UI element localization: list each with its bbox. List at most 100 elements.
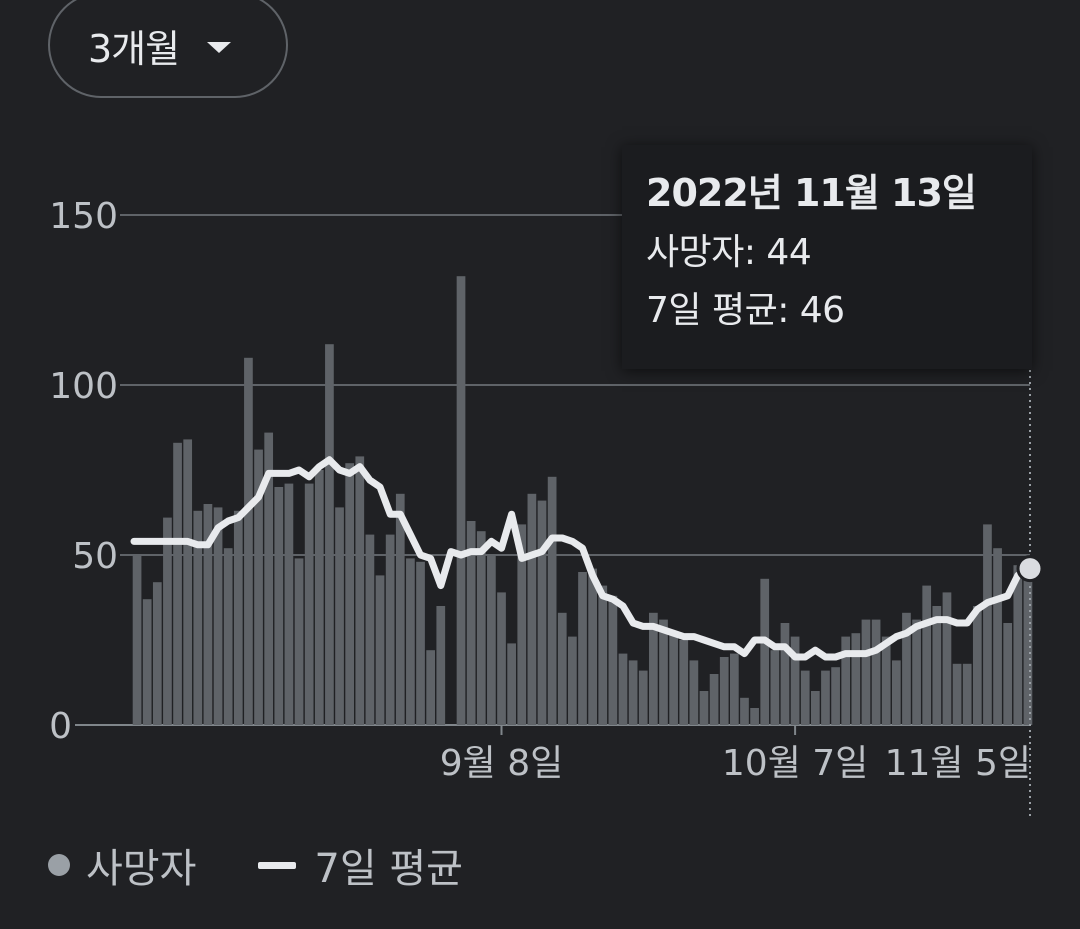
deaths-bar[interactable] [679,640,689,725]
deaths-bar[interactable] [244,357,253,725]
deaths-bar[interactable] [912,619,921,725]
deaths-bar[interactable] [598,585,608,725]
deaths-bar[interactable] [942,592,952,725]
deaths-bar[interactable] [719,657,729,725]
deaths-bar[interactable] [314,470,324,725]
deaths-bar[interactable] [568,636,577,725]
deaths-bar[interactable] [962,663,972,725]
dropdown-arrow-icon [207,41,232,53]
deaths-bar[interactable] [547,476,557,725]
highlight-point-marker [1016,555,1044,583]
deaths-bar[interactable] [557,612,567,725]
deaths-bar[interactable] [284,483,294,725]
average-legend-line-icon [258,861,297,869]
y-tick-label-150: 150 [49,196,118,237]
deaths-bar[interactable] [436,606,446,725]
axis-ticks [500,370,1031,820]
deaths-bar[interactable] [649,612,658,725]
deaths-bar[interactable] [659,619,668,725]
x-tick-label: 11월 5일 [885,743,1031,784]
deaths-bars[interactable] [132,276,1033,725]
deaths-bar[interactable] [790,636,800,725]
deaths-bar[interactable] [709,674,719,725]
deaths-bar[interactable] [1003,623,1013,725]
deaths-bar[interactable] [213,507,223,725]
deaths-bar[interactable] [628,660,638,725]
axis-labels: 0 50 100 150 9월 8일 10월 7일 11월 5일 [49,196,1031,784]
deaths-bar[interactable] [527,493,537,725]
deaths-bar[interactable] [932,606,942,725]
time-range-label: 3개월 [88,26,180,71]
deaths-bar[interactable] [851,633,861,725]
deaths-bar[interactable] [952,663,962,725]
deaths-bar[interactable] [881,636,891,725]
tooltip-average: 7일 평균: 46 [646,290,845,331]
deaths-bar[interactable] [699,691,709,725]
deaths-bar[interactable] [254,449,263,725]
deaths-bar[interactable] [578,572,587,725]
deaths-bar[interactable] [1013,565,1023,725]
deaths-bar[interactable] [983,524,992,725]
deaths-bar[interactable] [760,578,770,725]
deaths-bar[interactable] [537,500,547,725]
time-range-dropdown[interactable]: 3개월 [48,0,288,98]
deaths-bar[interactable] [203,504,213,725]
deaths-bar[interactable] [426,650,435,725]
deaths-bar[interactable] [497,592,506,725]
deaths-bar[interactable] [730,653,739,725]
deaths-bar[interactable] [800,670,810,725]
deaths-bar[interactable] [517,524,527,725]
deaths-bar[interactable] [395,493,405,725]
deaths-bar[interactable] [871,619,881,725]
deaths-bar[interactable] [466,521,476,725]
deaths-bar[interactable] [365,534,375,725]
deaths-bar[interactable] [922,585,932,725]
deaths-bar[interactable] [335,507,344,725]
deaths-bar[interactable] [173,442,182,725]
deaths-bar[interactable] [476,531,486,725]
deaths-bar[interactable] [618,653,628,725]
deaths-bar[interactable] [233,510,243,725]
deaths-bar[interactable] [223,548,233,725]
deaths-bar[interactable] [183,439,193,725]
deaths-bar[interactable] [264,432,274,725]
deaths-bar[interactable] [132,555,142,725]
deaths-bar[interactable] [891,660,901,725]
deaths-bar[interactable] [689,660,699,725]
deaths-bar[interactable] [972,606,982,725]
deaths-bar[interactable] [902,612,911,725]
deaths-bar[interactable] [355,456,365,725]
deaths-bar[interactable] [304,483,314,725]
deaths-bar[interactable] [345,463,355,725]
deaths-bar[interactable] [831,667,840,725]
deaths-bar[interactable] [588,568,597,725]
deaths-bar[interactable] [274,487,284,725]
deaths-bar[interactable] [487,555,496,725]
deaths-bar[interactable] [750,708,759,725]
deaths-bar[interactable] [507,643,516,725]
deaths-bar[interactable] [861,619,871,725]
deaths-bar[interactable] [163,517,172,725]
deaths-bar[interactable] [841,636,851,725]
deaths-bar[interactable] [142,599,152,725]
deaths-bar[interactable] [193,510,203,725]
deaths-bar[interactable] [152,582,162,725]
deaths-bar[interactable] [780,623,790,725]
deaths-bar[interactable] [456,276,466,725]
deaths-bar[interactable] [1023,575,1033,725]
deaths-bar[interactable] [993,548,1002,725]
deaths-bar[interactable] [375,575,385,725]
deaths-bar[interactable] [406,558,415,725]
deaths-bar[interactable] [770,650,780,725]
deaths-bar[interactable] [294,558,304,725]
deaths-bar[interactable] [810,691,820,725]
deaths-bar[interactable] [325,344,334,725]
deaths-bar[interactable] [669,633,678,725]
deaths-bar[interactable] [638,670,648,725]
deaths-bar[interactable] [608,595,618,725]
deaths-bar[interactable] [416,561,425,725]
deaths-bar[interactable] [740,697,749,725]
deaths-bar[interactable] [821,670,830,725]
deaths-bar[interactable] [385,534,395,725]
